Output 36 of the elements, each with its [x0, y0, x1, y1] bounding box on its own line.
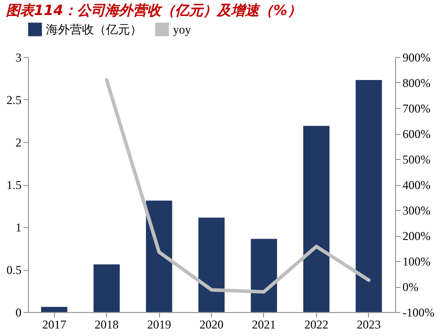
y2-tick-label: 200% — [402, 229, 430, 243]
y-tick-label: 1 — [16, 220, 22, 234]
bar — [198, 218, 225, 312]
bar — [41, 306, 68, 312]
bar — [146, 200, 172, 312]
y2-tick-label: 400% — [402, 178, 430, 192]
x-tick-label: 2019 — [147, 318, 172, 332]
y2-tick-label: 700% — [402, 102, 430, 116]
x-tick-label: 2018 — [94, 318, 119, 332]
y2-tick-label: -100% — [402, 306, 434, 320]
bar — [356, 80, 382, 312]
bar — [250, 238, 278, 312]
y-tick-label: 1.5 — [6, 178, 22, 192]
y2-tick-label: 100% — [402, 254, 430, 268]
y2-tick-label: 900% — [402, 50, 430, 64]
x-tick-label: 2021 — [252, 318, 276, 332]
y-tick-label: 2.5 — [6, 93, 22, 107]
y2-tick-label: 800% — [402, 76, 430, 90]
y2-tick-label: 300% — [402, 204, 430, 218]
y-tick-label: 0 — [16, 306, 22, 320]
y2-tick-label: 0% — [402, 280, 418, 294]
y-tick-label: 2 — [16, 136, 22, 150]
y2-tick-label: 500% — [402, 152, 430, 166]
chart-title: 图表114：公司海外营收（亿元）及增速（%） — [6, 3, 302, 19]
x-tick-label: 2023 — [356, 318, 381, 332]
x-tick-label: 2022 — [304, 318, 328, 332]
legend-label: 海外营收（亿元） — [46, 22, 142, 36]
y-tick-label: 3 — [16, 50, 22, 64]
bar — [303, 126, 330, 312]
y-tick-label: 0.5 — [6, 263, 22, 277]
legend-label: yoy — [173, 22, 191, 36]
line-series — [104, 78, 371, 294]
x-tick-label: 2020 — [200, 318, 224, 332]
bar — [94, 264, 120, 312]
y2-tick-label: 600% — [402, 127, 430, 141]
x-tick-label: 2017 — [42, 318, 66, 332]
